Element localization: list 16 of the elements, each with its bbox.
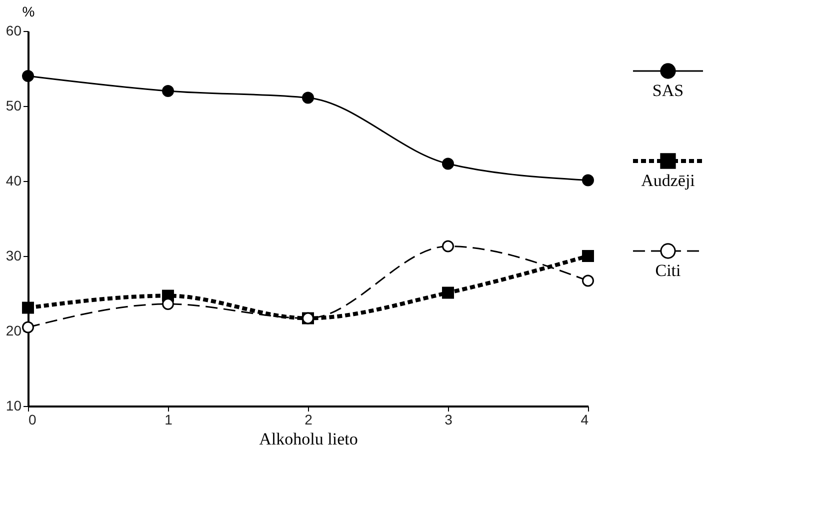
y-tick-label: 60 — [6, 22, 22, 38]
x-tick-label: 3 — [444, 412, 453, 428]
y-tick-label: 50 — [6, 98, 22, 114]
y-tick-label: 10 — [6, 398, 22, 414]
x-tick-label: 0 — [28, 412, 36, 428]
x-tick-label: 4 — [580, 412, 589, 428]
x-tick-label: 2 — [304, 412, 313, 428]
legend-label: Citi — [655, 261, 682, 280]
y-axis-title: % — [22, 4, 35, 20]
y-tick-label: 40 — [6, 172, 22, 188]
y-tick-label: 30 — [6, 248, 22, 264]
legend-label: SAS — [652, 81, 684, 100]
legend-label: Audzēji — [641, 171, 696, 190]
x-tick-label: 1 — [164, 412, 173, 428]
y-tick-label: 20 — [6, 322, 22, 338]
x-axis-title: Alkoholu lieto — [259, 430, 358, 448]
